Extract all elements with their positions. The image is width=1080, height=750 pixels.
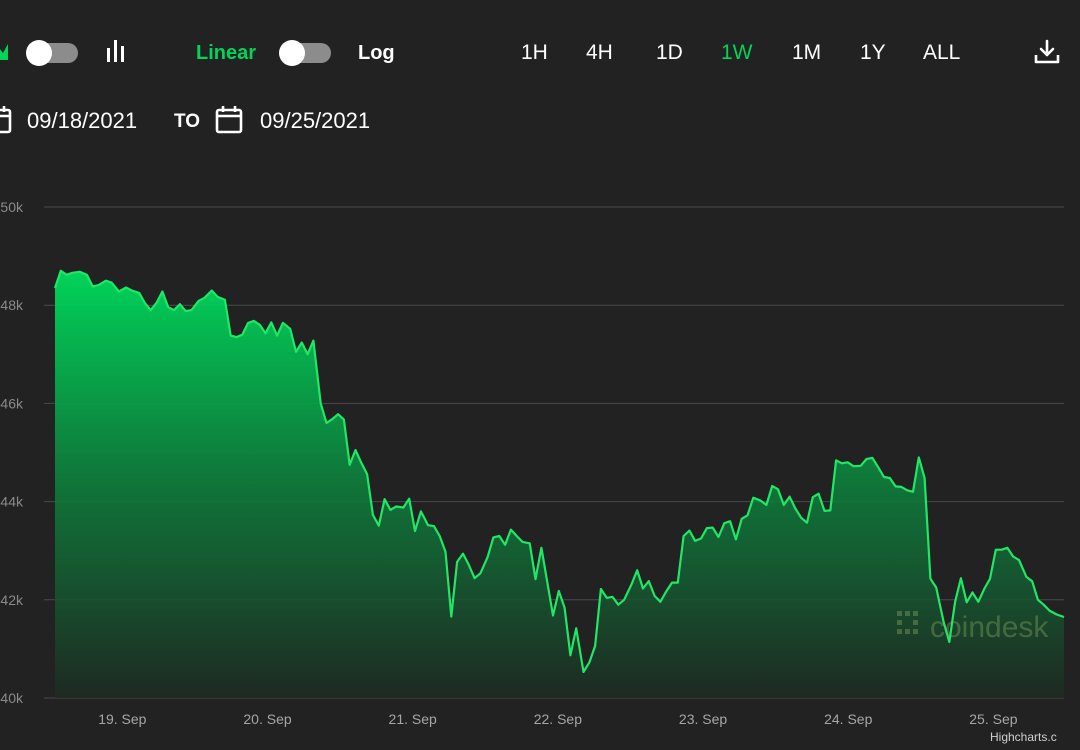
- range-button-1m[interactable]: 1M: [792, 41, 822, 64]
- y-tick-label: 46k: [0, 395, 24, 411]
- x-tick-label: 24. Sep: [824, 711, 872, 727]
- scale-toggle-knob: [279, 40, 305, 66]
- toolbar: Linear Log 1H 4H 1D 1W 1M 1Y ALL: [0, 0, 1080, 90]
- x-tick-label: 25. Sep: [969, 711, 1017, 727]
- candlestick-icon[interactable]: [104, 38, 126, 64]
- x-tick-label: 21. Sep: [389, 711, 437, 727]
- highcharts-credits[interactable]: Highcharts.c: [990, 730, 1057, 744]
- coindesk-watermark: coindesk: [897, 611, 1049, 644]
- range-button-1d[interactable]: 1D: [656, 41, 683, 64]
- x-tick-label: 22. Sep: [534, 711, 582, 727]
- range-button-1h[interactable]: 1H: [521, 41, 548, 64]
- range-button-1w[interactable]: 1W: [721, 41, 753, 64]
- scale-toggle[interactable]: [279, 40, 331, 66]
- y-tick-label: 40k: [0, 690, 24, 706]
- y-tick-label: 50k: [0, 199, 24, 215]
- price-area-fill: [55, 270, 1064, 698]
- watermark-text: coindesk: [930, 611, 1049, 644]
- chart-type-toggle-knob: [26, 40, 52, 66]
- date-from-input[interactable]: 09/18/2021: [27, 108, 138, 133]
- date-separator: TO: [174, 111, 201, 132]
- date-to-input[interactable]: 09/25/2021: [260, 108, 371, 133]
- x-tick-label: 23. Sep: [679, 711, 727, 727]
- x-tick-label: 19. Sep: [98, 711, 146, 727]
- area-chart-icon[interactable]: [0, 40, 8, 64]
- range-button-4h[interactable]: 4H: [586, 41, 613, 64]
- y-tick-label: 44k: [0, 494, 24, 510]
- y-tick-label: 48k: [0, 297, 24, 313]
- calendar-from-icon[interactable]: [0, 104, 14, 136]
- price-series-line[interactable]: [53, 269, 1065, 674]
- x-tick-label: 20. Sep: [243, 711, 291, 727]
- calendar-to-icon[interactable]: [215, 104, 243, 136]
- download-icon[interactable]: [1033, 38, 1061, 66]
- scale-log-label[interactable]: Log: [358, 42, 395, 64]
- y-tick-label: 42k: [0, 592, 24, 608]
- range-button-1y[interactable]: 1Y: [860, 41, 886, 64]
- range-button-all[interactable]: ALL: [923, 41, 961, 64]
- scale-linear-label[interactable]: Linear: [196, 42, 257, 64]
- chart-type-toggle[interactable]: [26, 40, 78, 66]
